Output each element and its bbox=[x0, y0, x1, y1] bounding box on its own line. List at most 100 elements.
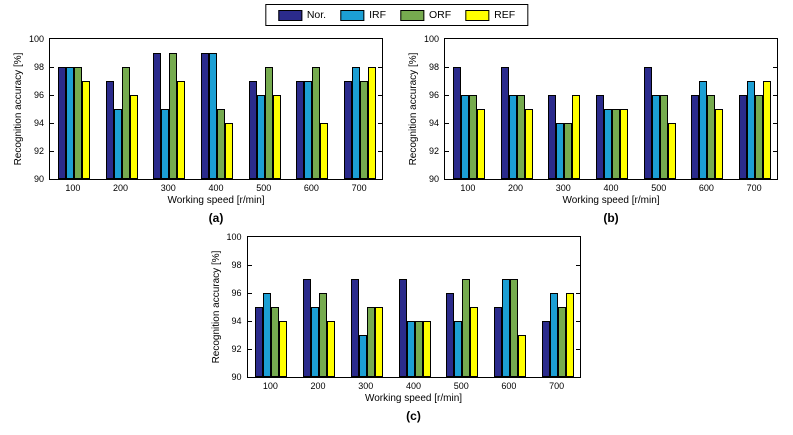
y-tick bbox=[378, 122, 382, 124]
y-tick-label: 90 bbox=[33, 174, 44, 184]
y-tick bbox=[445, 122, 449, 124]
bar-ref bbox=[320, 123, 329, 179]
chart-c: Recognition accuracy [%] 90 92 94 96 98 100 100… bbox=[201, 230, 593, 428]
y-tick-label: 92 bbox=[428, 146, 439, 156]
bar-ref bbox=[327, 321, 336, 377]
y-tick-label: 92 bbox=[33, 146, 44, 156]
y-tick bbox=[247, 348, 252, 350]
y-tick bbox=[50, 66, 54, 68]
subplot-caption-a: (a) bbox=[208, 211, 224, 225]
y-tick-label: 96 bbox=[231, 288, 242, 298]
y-tick bbox=[247, 292, 252, 294]
y-tick bbox=[773, 150, 777, 152]
x-tick-label: 300 bbox=[555, 183, 571, 193]
y-tick bbox=[378, 66, 382, 68]
bar-orf bbox=[462, 279, 471, 377]
bar-irf bbox=[406, 321, 415, 377]
x-tick-label: 100 bbox=[262, 381, 278, 391]
x-tick-label: 700 bbox=[746, 183, 762, 193]
y-tick-label: 100 bbox=[226, 232, 242, 242]
plot-area bbox=[49, 38, 383, 180]
bar-nor bbox=[446, 293, 455, 377]
y-tick-label: 90 bbox=[428, 174, 439, 184]
bar-orf bbox=[264, 67, 273, 179]
bar-nor bbox=[248, 81, 257, 179]
legend-label: Nor. bbox=[306, 9, 327, 21]
legend-swatch-ref bbox=[465, 9, 490, 21]
bar-nor bbox=[296, 81, 305, 179]
bar-nor bbox=[255, 307, 264, 377]
bar-nor bbox=[57, 67, 66, 179]
bar-irf bbox=[454, 321, 463, 377]
bar-orf bbox=[217, 109, 225, 179]
y-tick-label: 94 bbox=[231, 316, 242, 326]
x-tick-label: 100 bbox=[65, 183, 81, 193]
bar-orf bbox=[557, 307, 566, 377]
bar-nor bbox=[153, 53, 162, 179]
bar-orf bbox=[73, 67, 82, 179]
bar-ref bbox=[279, 321, 288, 377]
y-tick-label: 96 bbox=[428, 90, 439, 100]
x-axis-label: Working speed [r/min] bbox=[364, 393, 463, 404]
bar-nor bbox=[691, 95, 700, 179]
legend-label: ORF bbox=[429, 9, 452, 21]
legend: Nor. IRF ORF REF bbox=[264, 4, 529, 26]
bar-irf bbox=[508, 95, 517, 179]
y-tick bbox=[378, 150, 382, 152]
bar-irf bbox=[556, 123, 565, 179]
bar-orf bbox=[612, 109, 620, 179]
legend-item: IRF bbox=[340, 9, 386, 21]
bar-irf bbox=[352, 67, 361, 179]
x-tick-label: 500 bbox=[651, 183, 667, 193]
bar-orf bbox=[312, 67, 321, 179]
x-tick-label: 600 bbox=[698, 183, 714, 193]
bar-ref bbox=[763, 81, 772, 179]
bar-ref bbox=[368, 67, 377, 179]
x-tick-label: 300 bbox=[160, 183, 176, 193]
chart-b: Recognition accuracy [%] 90 92 94 96 98 100 100… bbox=[398, 32, 790, 230]
top-row: Recognition accuracy [%] 90 92 94 96 98 100 100… bbox=[0, 32, 793, 230]
x-axis-label: Working speed [r/min] bbox=[562, 195, 660, 206]
bar-nor bbox=[739, 95, 748, 179]
bar-orf bbox=[564, 123, 573, 179]
x-tick-label: 100 bbox=[460, 183, 476, 193]
x-tick-label: 500 bbox=[453, 381, 469, 391]
bar-ref bbox=[620, 109, 628, 179]
bar-ref bbox=[470, 307, 479, 377]
y-tick-label: 94 bbox=[33, 118, 44, 128]
bar-orf bbox=[360, 81, 369, 179]
y-tick bbox=[575, 348, 580, 350]
bar-irf bbox=[699, 81, 708, 179]
figure-body: Recognition accuracy [%] 90 92 94 96 98 100 100… bbox=[0, 32, 793, 428]
y-tick bbox=[773, 122, 777, 124]
y-tick bbox=[378, 94, 382, 96]
x-tick-label: 200 bbox=[310, 381, 326, 391]
bar-irf bbox=[263, 293, 272, 377]
bar-irf bbox=[256, 95, 265, 179]
y-tick bbox=[575, 320, 580, 322]
bar-nor bbox=[350, 279, 359, 377]
legend-label: REF bbox=[494, 9, 516, 21]
y-tick-label: 100 bbox=[423, 34, 439, 44]
bar-ref bbox=[565, 293, 574, 377]
x-tick-label: 400 bbox=[603, 183, 619, 193]
bar-ref bbox=[667, 123, 676, 179]
bar-ref bbox=[374, 307, 383, 377]
y-tick bbox=[575, 292, 580, 294]
bar-orf bbox=[414, 321, 423, 377]
bar-ref bbox=[81, 81, 90, 179]
legend-swatch-nor bbox=[277, 9, 302, 21]
x-tick-label: 600 bbox=[303, 183, 319, 193]
legend-swatch-orf bbox=[400, 9, 425, 21]
bar-irf bbox=[358, 335, 367, 377]
y-tick bbox=[50, 122, 54, 124]
y-tick bbox=[247, 320, 252, 322]
y-axis-label: Recognition accuracy [%] bbox=[13, 52, 24, 166]
x-tick-label: 400 bbox=[208, 183, 224, 193]
y-tick bbox=[50, 94, 54, 96]
y-axis-label: Recognition accuracy [%] bbox=[408, 52, 419, 166]
bar-ref bbox=[715, 109, 724, 179]
bar-orf bbox=[169, 53, 178, 179]
bar-irf bbox=[113, 109, 122, 179]
bar-nor bbox=[643, 67, 652, 179]
